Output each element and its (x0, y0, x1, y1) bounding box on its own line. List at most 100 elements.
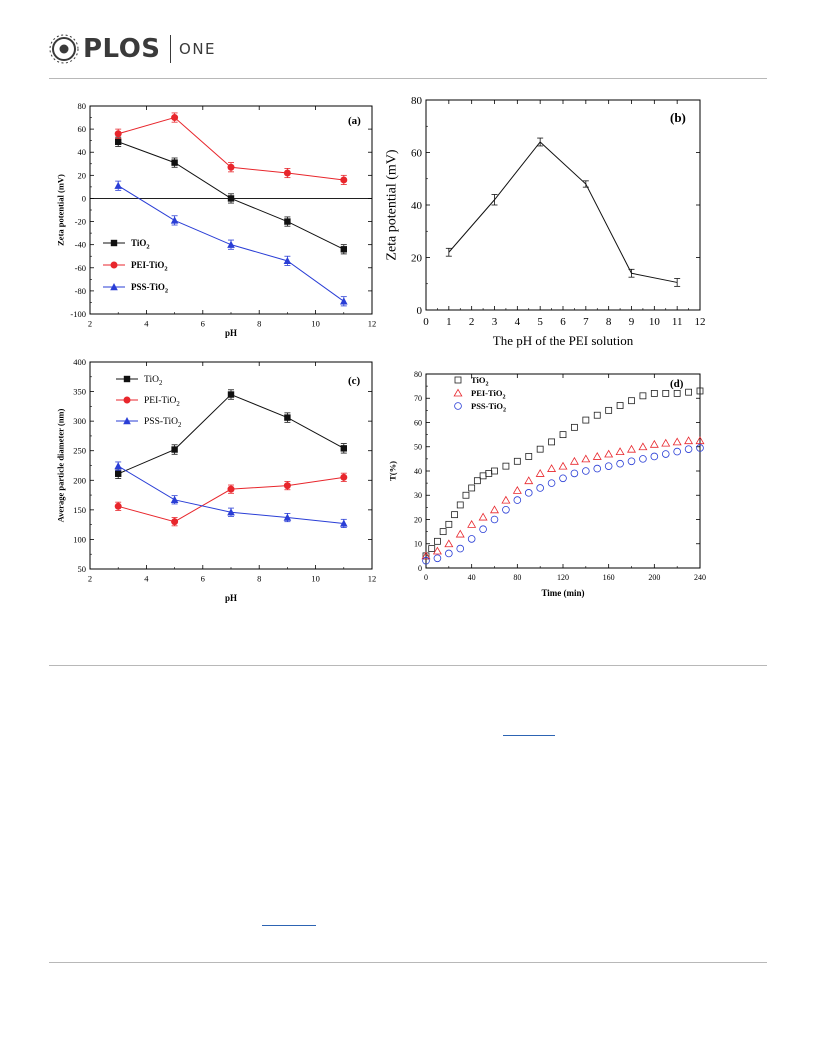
data-point (467, 519, 477, 528)
series-2 (114, 112, 348, 185)
x-tick-label: 4 (144, 319, 149, 329)
data-point (114, 130, 122, 138)
data-point (462, 491, 470, 499)
y-tick-label: 50 (78, 564, 87, 574)
data-point (662, 389, 670, 397)
data-point (171, 114, 179, 122)
series-line (448, 141, 678, 283)
x-tick-label: 4 (144, 574, 149, 584)
x-tick-label: 160 (603, 573, 615, 582)
data-point (340, 519, 348, 527)
x-tick-label: 2 (88, 574, 92, 584)
y-tick-label: 20 (414, 515, 422, 524)
legend-marker (454, 402, 462, 410)
legend: TiO2 PEI-TiO2 PSS-TiO2 (103, 238, 168, 295)
data-point (501, 495, 511, 504)
y-axis-label: T(%) (387, 461, 397, 481)
data-point (340, 176, 348, 184)
y-tick-label: 250 (73, 446, 86, 456)
x-tick-label: 0 (423, 316, 429, 328)
page-header: PLOS ONE (0, 0, 816, 80)
legend-label: TiO2 (144, 375, 163, 387)
series-1 (115, 136, 347, 255)
legend-label: PEI-TiO2 (144, 396, 180, 408)
data-point (479, 525, 487, 534)
y-tick-label: 80 (78, 101, 87, 111)
x-axis-label: pH (225, 328, 237, 338)
data-point (593, 464, 602, 473)
y-tick-label: -100 (70, 309, 86, 319)
data-point (283, 482, 291, 490)
figure-panel-c: 2 4 6 8 10 12 50 100 150 200 250 300 350 400 pH Average… (55, 357, 377, 603)
data-point (433, 554, 442, 563)
x-tick-label: 4 (515, 316, 521, 328)
x-tick-label: 12 (368, 574, 377, 584)
reference-link[interactable] (503, 735, 555, 736)
data-point (456, 544, 465, 553)
legend-label: TiO2 (131, 238, 150, 251)
data-point (661, 450, 670, 458)
data-point (227, 240, 235, 248)
series-1 (422, 387, 704, 560)
data-point (114, 181, 122, 189)
legend-label: PEI-TiO2 (131, 260, 168, 273)
y-axis-label: Zeta potential (mV) (385, 149, 400, 261)
data-point (535, 469, 545, 477)
data-point (616, 459, 624, 468)
x-tick-label: 10 (649, 316, 661, 328)
data-point (639, 455, 647, 463)
data-point (478, 512, 488, 521)
data-point (639, 392, 647, 400)
legend-marker (123, 396, 131, 404)
x-tick-label: 12 (368, 319, 377, 329)
plos-emblem-icon (49, 34, 79, 64)
data-point (170, 216, 179, 224)
legend-marker (123, 375, 131, 383)
data-point (524, 489, 533, 497)
data-point (455, 529, 465, 538)
data-point (525, 453, 533, 460)
series-3 (114, 461, 348, 529)
x-tick-label: 11 (672, 316, 683, 328)
data-point (604, 462, 613, 470)
figure-panel-d: 0 40 80 120 160 200 240 0 10 20 30 40 50 60 70 80 Time (… (387, 370, 706, 598)
legend-marker (110, 239, 118, 247)
series-3 (422, 444, 704, 565)
data-point (284, 414, 291, 421)
journal-logo: PLOS ONE (49, 34, 216, 64)
data-point (467, 535, 476, 543)
y-tick-label: 20 (78, 170, 87, 180)
data-point (445, 549, 453, 558)
data-point (547, 479, 556, 487)
panel-label: (d) (670, 378, 684, 390)
data-point (673, 447, 681, 456)
y-tick-label: 40 (414, 467, 422, 476)
plot-frame (425, 373, 701, 569)
panel-label: (c) (348, 375, 361, 387)
data-point (340, 246, 347, 253)
data-point (422, 556, 430, 565)
data-point (582, 467, 590, 475)
x-tick-label: 8 (257, 574, 261, 584)
figure-bottom-rule (49, 665, 767, 666)
x-tick-label: 40 (468, 573, 476, 582)
legend-label: PSS-TiO2 (131, 282, 168, 295)
x-tick-label: 120 (557, 573, 569, 582)
data-point (485, 470, 493, 477)
data-point (570, 469, 579, 478)
data-point (490, 505, 499, 514)
data-point (171, 518, 179, 526)
y-tick-label: 100 (73, 534, 86, 544)
x-tick-label: 2 (469, 316, 475, 328)
y-tick-label: 80 (414, 370, 422, 379)
figure-panel-a: 2 4 6 8 10 12 -100 -80 -60 -40 -20 0 20 40 60 80 pH Zeta … (55, 101, 377, 338)
data-point (569, 456, 579, 465)
series-3 (114, 180, 348, 307)
reference-link[interactable] (262, 925, 316, 926)
data-point (605, 406, 613, 414)
series-line (118, 393, 345, 475)
x-tick-label: 10 (311, 574, 320, 584)
data-point (628, 397, 635, 405)
data-point (227, 391, 235, 398)
